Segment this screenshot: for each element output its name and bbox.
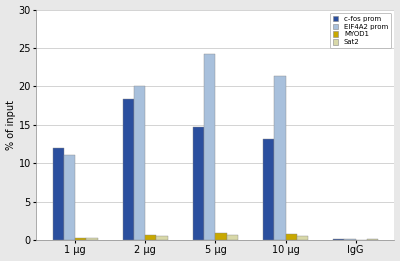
Bar	[75, 238, 86, 240]
Bar	[193, 127, 204, 240]
Bar	[333, 239, 344, 240]
Bar	[286, 234, 297, 240]
Y-axis label: % of input: % of input	[6, 100, 16, 150]
Bar	[53, 148, 64, 240]
Bar	[86, 238, 98, 240]
Bar	[145, 235, 156, 240]
Bar	[204, 54, 216, 240]
Bar	[156, 236, 168, 240]
Bar	[367, 239, 378, 240]
Bar	[64, 155, 75, 240]
Bar	[216, 233, 227, 240]
Legend: c-fos prom, EIF4A2 prom, MYOD1, Sat2: c-fos prom, EIF4A2 prom, MYOD1, Sat2	[330, 13, 391, 48]
Bar	[263, 139, 274, 240]
Bar	[274, 76, 286, 240]
Bar	[123, 99, 134, 240]
Bar	[134, 86, 145, 240]
Bar	[227, 235, 238, 240]
Bar	[344, 239, 356, 240]
Bar	[297, 236, 308, 240]
